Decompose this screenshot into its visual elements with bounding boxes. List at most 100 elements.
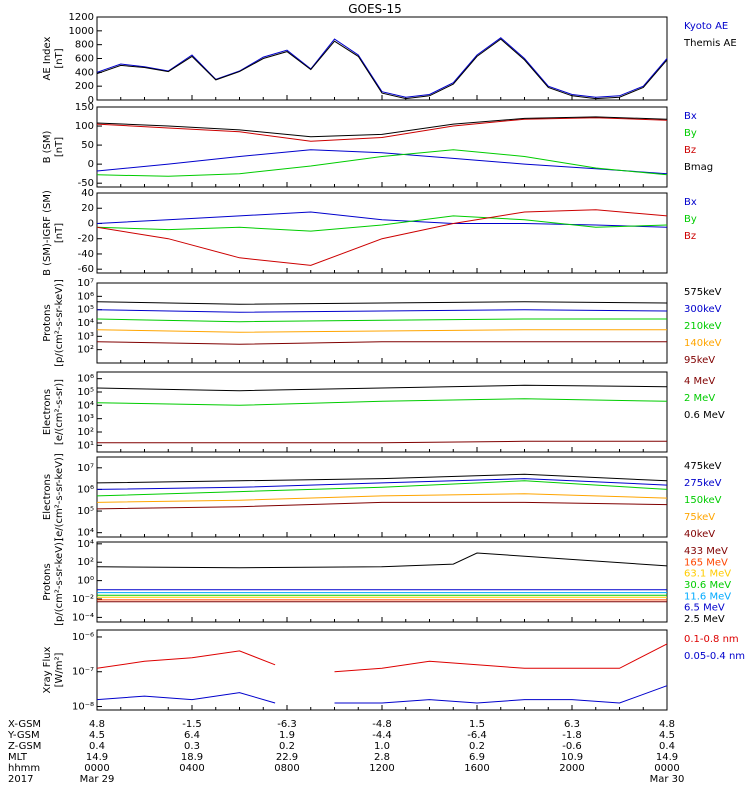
- series-line-475keV: [96, 473, 668, 484]
- y-tick-label: 10⁴: [77, 318, 94, 329]
- y-tick-label: 0: [88, 95, 94, 106]
- y-tick-label: 10⁶: [77, 374, 94, 385]
- y-tick-label: 10⁶: [77, 291, 94, 302]
- y-tick-label: 10²: [77, 427, 94, 438]
- series-line-210keV: [96, 318, 667, 323]
- footer-value: 4.5: [89, 730, 105, 741]
- legend-entry: 95keV: [684, 355, 715, 366]
- y-tick-label: 50: [81, 140, 94, 151]
- legend-entry: 300keV: [684, 304, 722, 315]
- footer-value: 0.2: [279, 741, 295, 752]
- series-line-2-MeV: [96, 398, 668, 406]
- panel-xray-frame: [96, 629, 668, 711]
- footer-value: -0.6: [562, 741, 582, 752]
- legend-entry: 11.6 MeV: [684, 591, 731, 602]
- legend-entry: 0.1-0.8 nm: [684, 634, 739, 645]
- y-tick-label: 10⁵: [77, 305, 94, 316]
- legend-entry: 2 MeV: [684, 393, 715, 404]
- legend-entry: 0.6 MeV: [684, 410, 725, 421]
- legend-entry: 575keV: [684, 287, 722, 298]
- footer-value: 14.9: [656, 752, 678, 763]
- footer-value: 0000: [84, 763, 109, 774]
- footer-value: -4.4: [372, 730, 392, 741]
- panel-protons_mev-frame: [96, 541, 668, 623]
- legend-entry: 140keV: [684, 338, 722, 349]
- legend-entry: 6.5 MeV: [684, 603, 725, 614]
- footer-value: 0000: [654, 763, 679, 774]
- legend-entry: Bx: [684, 197, 697, 208]
- series-line-Kyoto-AE: [96, 37, 668, 98]
- footer-value: 6.4: [184, 730, 200, 741]
- footer-value: 1.9: [279, 730, 295, 741]
- legend-entry: 165 MeV: [684, 557, 728, 568]
- y-tick-label: 10⁵: [77, 506, 94, 517]
- series-line-40keV: [96, 501, 668, 510]
- footer-value: 0.2: [469, 741, 485, 752]
- legend-entry: 75keV: [684, 512, 715, 523]
- footer-value: 1.0: [374, 741, 390, 752]
- footer-value: 6.3: [564, 719, 580, 730]
- y-tick-label: 10¹: [77, 440, 94, 451]
- footer-row-label: X-GSM: [8, 719, 41, 730]
- y-tick-label: 0: [88, 218, 94, 229]
- legend-entry: 4 MeV: [684, 376, 715, 387]
- footer-value: -6.3: [277, 719, 297, 730]
- footer-value: 1.5: [469, 719, 485, 730]
- y-tick-label: 10⁴: [77, 539, 94, 550]
- footer-value: 22.9: [276, 752, 298, 763]
- series-line-Bx: [96, 149, 668, 175]
- series-line-Bz: [96, 209, 668, 266]
- series-line-300keV: [96, 309, 668, 313]
- footer-value: 0.4: [659, 741, 675, 752]
- footer-value: 10.9: [561, 752, 583, 763]
- chart-title: GOES-15: [348, 2, 402, 16]
- series-line-0-05-0-4-nm: [96, 685, 668, 704]
- legend-entry: 40keV: [684, 529, 715, 540]
- panel-ylabel-units: [e/(cm²-s-sr-keV)]: [54, 453, 65, 541]
- series-line-75keV: [96, 493, 668, 503]
- panel-bsm-frame: [96, 106, 668, 188]
- series-line-2-5-MeV: [96, 552, 668, 569]
- y-tick-label: 10⁶: [77, 484, 94, 495]
- legend-entry: 433 MeV: [684, 546, 728, 557]
- y-tick-label: 40: [81, 188, 94, 199]
- legend-entry: Themis AE: [683, 38, 737, 49]
- panel-ylabel: B (SM)-IGRF (SM): [42, 190, 53, 276]
- footer-value: 14.9: [86, 752, 108, 763]
- y-tick-label: -40: [78, 249, 94, 260]
- footer-value: 6.9: [469, 752, 485, 763]
- legend-entry: 210keV: [684, 321, 722, 332]
- footer-row-label: Y-GSM: [7, 730, 40, 741]
- legend-entry: Kyoto AE: [684, 21, 728, 32]
- footer-value: -1.8: [562, 730, 582, 741]
- y-tick-label: 10⁻²: [72, 594, 94, 605]
- series-line-Bmag: [96, 116, 668, 138]
- footer-row-label: MLT: [8, 752, 28, 763]
- footer-value: 4.8: [89, 719, 105, 730]
- legend-entry: 2.5 MeV: [684, 614, 725, 625]
- series-line-Bz: [96, 117, 668, 142]
- series-line-0-6-MeV: [96, 384, 668, 392]
- y-tick-label: 800: [75, 40, 94, 51]
- y-tick-label: 400: [75, 67, 94, 78]
- panel-bigrf-frame: [96, 192, 668, 274]
- legend-entry: 63.1 MeV: [684, 569, 731, 580]
- series-line-95keV: [96, 341, 667, 345]
- footer-value: 0.3: [184, 741, 200, 752]
- y-tick-label: 10³: [77, 414, 94, 425]
- y-tick-label: 1000: [69, 26, 94, 37]
- panel-ylabel-units: [e/(cm²-s-sr)]: [54, 379, 65, 445]
- legend-entry: 150keV: [684, 495, 722, 506]
- y-tick-label: 10⁵: [77, 387, 94, 398]
- footer-value: Mar 29: [80, 774, 115, 785]
- y-tick-label: 10⁷: [77, 278, 94, 289]
- y-tick-label: -20: [78, 234, 94, 245]
- footer-value: 0800: [274, 763, 299, 774]
- y-tick-label: 1200: [69, 12, 94, 23]
- series-line-150keV: [96, 480, 668, 497]
- footer-value: 1600: [464, 763, 489, 774]
- legend-entry: 0.05-0.4 nm: [684, 651, 745, 662]
- panel-ylabel: AE Index: [42, 36, 53, 80]
- footer-value: Mar 30: [650, 774, 685, 785]
- footer-value: 0.4: [89, 741, 105, 752]
